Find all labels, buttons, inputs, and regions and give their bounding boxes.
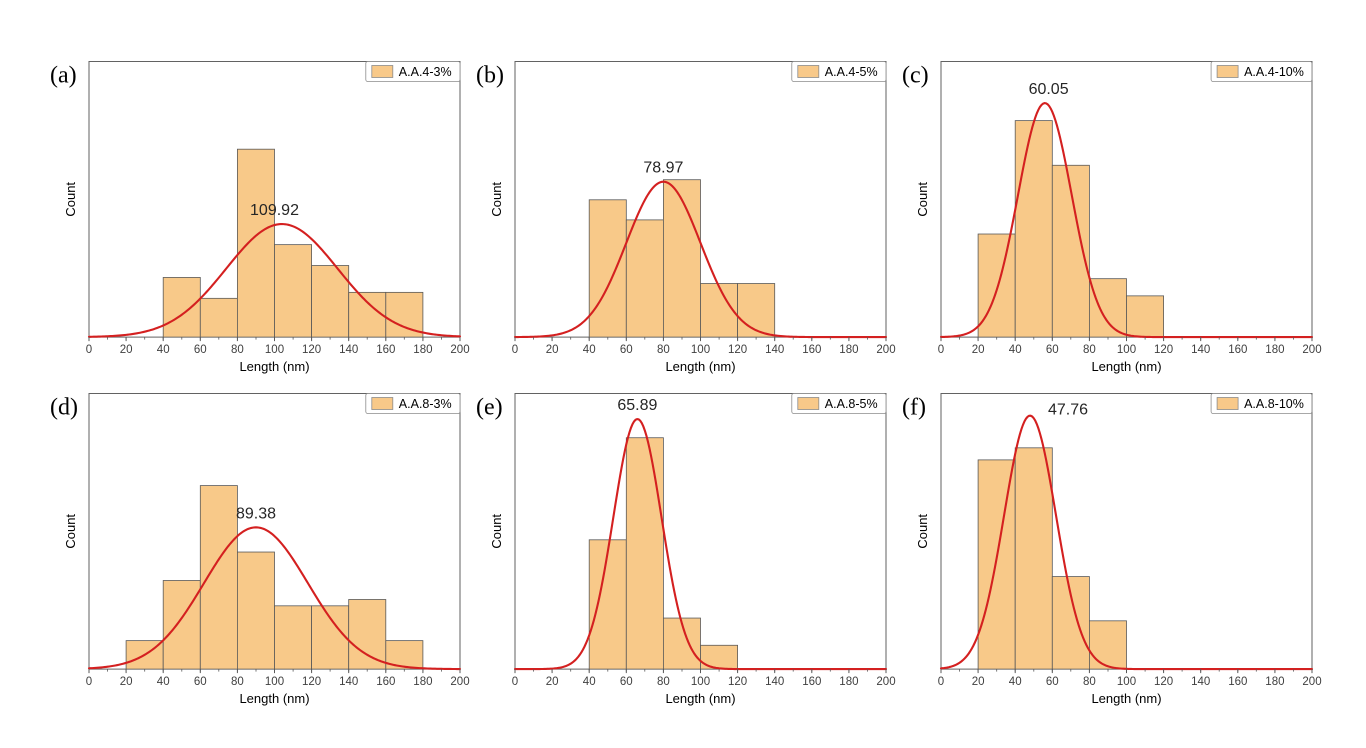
- svg-text:78.97: 78.97: [643, 160, 683, 177]
- svg-text:(f): (f): [902, 395, 926, 421]
- svg-text:120: 120: [1154, 344, 1173, 356]
- svg-text:180: 180: [1265, 676, 1284, 688]
- svg-text:A.A.4-10%: A.A.4-10%: [1244, 65, 1304, 79]
- svg-text:Count: Count: [489, 514, 504, 549]
- svg-text:60: 60: [1046, 676, 1059, 688]
- svg-text:160: 160: [1228, 676, 1247, 688]
- svg-text:160: 160: [802, 344, 821, 356]
- svg-text:40: 40: [1009, 676, 1022, 688]
- svg-text:140: 140: [765, 676, 784, 688]
- svg-text:47.76: 47.76: [1048, 402, 1088, 419]
- svg-text:140: 140: [1191, 344, 1210, 356]
- svg-text:(b): (b): [476, 63, 504, 89]
- svg-text:80: 80: [657, 676, 670, 688]
- svg-text:Length (nm): Length (nm): [1091, 691, 1161, 706]
- svg-text:20: 20: [972, 344, 985, 356]
- svg-text:20: 20: [120, 344, 133, 356]
- svg-text:60: 60: [194, 344, 207, 356]
- svg-text:160: 160: [376, 344, 395, 356]
- svg-text:A.A.8-10%: A.A.8-10%: [1244, 397, 1304, 411]
- svg-text:100: 100: [1117, 676, 1136, 688]
- svg-text:40: 40: [583, 676, 596, 688]
- svg-text:120: 120: [302, 344, 321, 356]
- svg-text:180: 180: [1265, 344, 1284, 356]
- svg-text:80: 80: [1083, 344, 1096, 356]
- svg-text:(a): (a): [50, 63, 77, 89]
- svg-text:0: 0: [938, 344, 944, 356]
- svg-text:160: 160: [1228, 344, 1247, 356]
- svg-text:109.92: 109.92: [250, 202, 299, 219]
- svg-text:Count: Count: [489, 182, 504, 217]
- svg-text:80: 80: [1083, 676, 1096, 688]
- svg-text:100: 100: [691, 676, 710, 688]
- svg-text:80: 80: [231, 676, 244, 688]
- svg-text:60.05: 60.05: [1029, 81, 1069, 98]
- svg-text:100: 100: [265, 344, 284, 356]
- svg-text:140: 140: [339, 344, 358, 356]
- svg-text:140: 140: [339, 676, 358, 688]
- svg-text:65.89: 65.89: [617, 397, 657, 414]
- svg-text:140: 140: [1191, 676, 1210, 688]
- svg-text:Length (nm): Length (nm): [239, 691, 309, 706]
- svg-text:20: 20: [546, 344, 559, 356]
- svg-text:60: 60: [194, 676, 207, 688]
- svg-text:(d): (d): [50, 395, 78, 421]
- svg-text:60: 60: [620, 676, 633, 688]
- svg-text:100: 100: [1117, 344, 1136, 356]
- svg-text:60: 60: [620, 344, 633, 356]
- svg-text:40: 40: [157, 676, 170, 688]
- svg-text:100: 100: [265, 676, 284, 688]
- svg-text:Count: Count: [63, 514, 78, 549]
- svg-text:160: 160: [376, 676, 395, 688]
- svg-text:120: 120: [1154, 676, 1173, 688]
- svg-text:120: 120: [728, 344, 747, 356]
- svg-text:0: 0: [86, 344, 92, 356]
- svg-text:89.38: 89.38: [236, 505, 276, 522]
- svg-text:20: 20: [972, 676, 985, 688]
- svg-text:(c): (c): [902, 63, 929, 89]
- svg-text:Count: Count: [63, 182, 78, 217]
- svg-text:0: 0: [938, 676, 944, 688]
- svg-text:Length (nm): Length (nm): [665, 691, 735, 706]
- svg-text:20: 20: [120, 676, 133, 688]
- svg-text:40: 40: [157, 344, 170, 356]
- svg-text:Count: Count: [915, 514, 930, 549]
- svg-text:0: 0: [86, 676, 92, 688]
- svg-text:0: 0: [512, 344, 518, 356]
- svg-text:80: 80: [657, 344, 670, 356]
- svg-text:120: 120: [302, 676, 321, 688]
- svg-text:200: 200: [1302, 344, 1321, 356]
- svg-text:80: 80: [231, 344, 244, 356]
- svg-text:100: 100: [691, 344, 710, 356]
- svg-text:120: 120: [728, 676, 747, 688]
- svg-text:(e): (e): [476, 395, 503, 421]
- svg-text:160: 160: [802, 676, 821, 688]
- svg-text:200: 200: [1302, 676, 1321, 688]
- svg-text:0: 0: [512, 676, 518, 688]
- svg-text:140: 140: [765, 344, 784, 356]
- svg-text:Count: Count: [915, 182, 930, 217]
- svg-text:40: 40: [583, 344, 596, 356]
- svg-text:40: 40: [1009, 344, 1022, 356]
- svg-text:20: 20: [546, 676, 559, 688]
- svg-text:60: 60: [1046, 344, 1059, 356]
